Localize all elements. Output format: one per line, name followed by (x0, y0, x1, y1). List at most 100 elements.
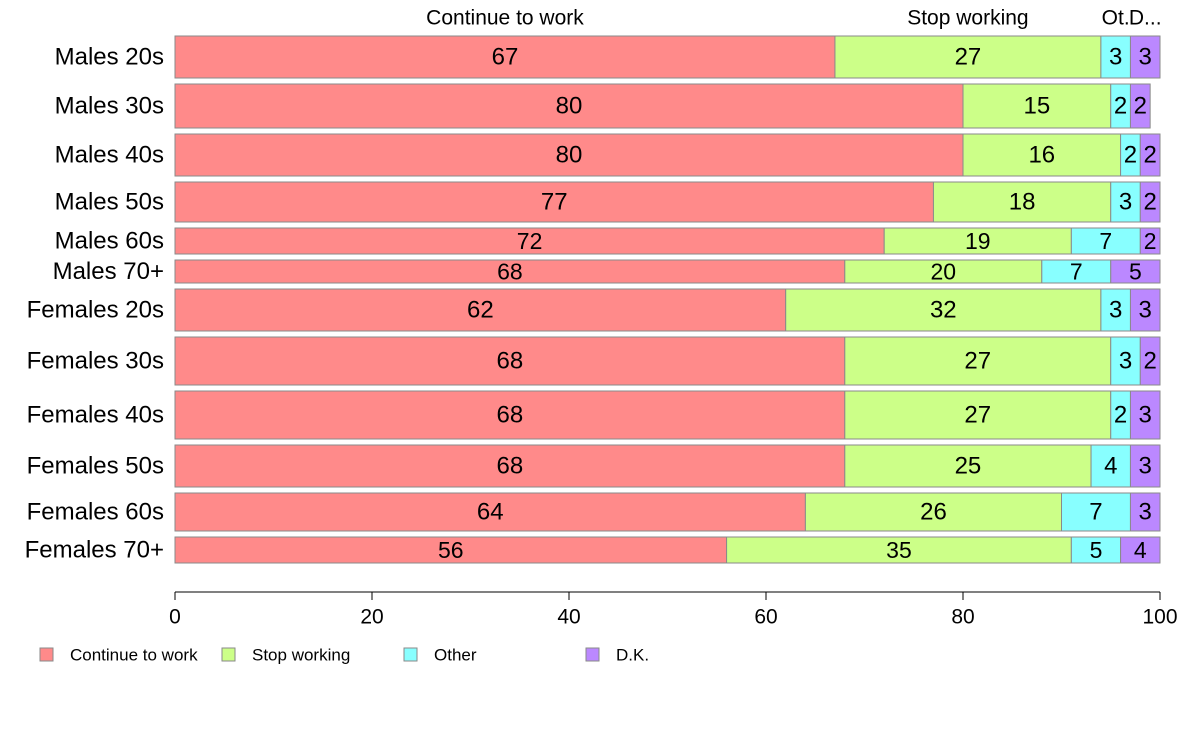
data-label: 68 (497, 402, 524, 429)
data-label: 80 (556, 142, 583, 169)
x-axis: 0 20 40 60 80 100 (169, 591, 1178, 629)
data-label: 18 (1009, 189, 1036, 216)
bar-segment (1070, 227, 1141, 255)
bar-segment (834, 35, 1102, 79)
data-label: 2 (1114, 402, 1127, 429)
data-label: 20 (931, 259, 957, 285)
bar-row: 68 20 7 5 (174, 259, 1161, 285)
category-label: Males 30s (55, 93, 164, 120)
bar-row: 62 32 3 3 (174, 288, 1161, 332)
data-label: 2 (1144, 228, 1157, 254)
bar-segment (1139, 181, 1161, 223)
bar-row: 72 19 7 2 (174, 227, 1161, 255)
data-label: 3 (1139, 297, 1152, 324)
data-label: 32 (930, 297, 957, 324)
bar-segment (1090, 444, 1131, 488)
legend-label: D.K. (616, 646, 649, 665)
column-header-label: D... (1129, 7, 1162, 30)
bar-segment (844, 336, 1112, 386)
bar-segment (932, 181, 1112, 223)
data-label: 72 (517, 228, 543, 254)
data-label: 7 (1099, 228, 1112, 254)
bar-segment (174, 133, 964, 177)
legend-label: Stop working (252, 646, 350, 665)
data-label: 15 (1024, 93, 1051, 120)
data-label: 2 (1143, 142, 1156, 169)
legend-label: Continue to work (70, 646, 198, 665)
bar-segment (883, 227, 1072, 255)
data-label: 3 (1139, 453, 1152, 480)
column-header-labels: Continue to work Stop working Ot. D... (426, 7, 1161, 30)
bar-segment (1129, 83, 1151, 129)
bar-row: 77 18 3 2 (174, 181, 1161, 223)
legend-swatch (39, 647, 54, 662)
bar-segment (174, 227, 885, 255)
bar-segment (174, 536, 728, 564)
bar-segment (1129, 35, 1161, 79)
category-label: Females 30s (27, 348, 164, 375)
bar-segment (1139, 133, 1161, 177)
bar-segment (844, 390, 1112, 440)
legend-item: Stop working (221, 646, 350, 665)
bars: 67 27 3 380 15 2 280 16 2 277 18 3 272 19 7 268 20 7 562 32… (174, 35, 1161, 564)
data-label: 56 (438, 537, 464, 563)
bar-segment (1120, 536, 1161, 564)
x-tick-label: 80 (951, 606, 974, 629)
data-label: 68 (497, 259, 523, 285)
data-label: 3 (1139, 499, 1152, 526)
data-label: 3 (1109, 297, 1122, 324)
bar-row: 80 15 2 2 (174, 83, 1151, 129)
bar-segment (1100, 35, 1131, 79)
legend-swatch (403, 647, 418, 662)
data-label: 2 (1114, 93, 1127, 120)
data-label: 3 (1139, 402, 1152, 429)
data-label: 77 (541, 189, 568, 216)
data-label: 3 (1119, 189, 1132, 216)
category-label: Females 60s (27, 499, 164, 526)
x-tick-label: 20 (360, 606, 383, 629)
category-label: Females 40s (27, 402, 164, 429)
column-header-label: Stop working (907, 7, 1028, 30)
data-label: 64 (477, 499, 504, 526)
bar-segment (1110, 259, 1161, 284)
bar-segment (174, 492, 806, 532)
bar-segment (174, 390, 846, 440)
bar-segment (1061, 492, 1131, 532)
x-tick-label: 0 (169, 606, 181, 629)
bar-segment (1110, 181, 1141, 223)
data-label: 7 (1089, 499, 1102, 526)
bar-segment (785, 288, 1102, 332)
data-label: 3 (1139, 44, 1152, 71)
data-label: 80 (556, 93, 583, 120)
bar-row: 68 25 4 3 (174, 444, 1161, 488)
bar-segment (174, 336, 846, 386)
data-label: 27 (964, 402, 991, 429)
column-header-label: Continue to work (426, 7, 584, 30)
bar-row: 64 26 7 3 (174, 492, 1161, 532)
data-label: 7 (1070, 259, 1083, 285)
data-label: 5 (1090, 537, 1103, 563)
data-label: 2 (1134, 93, 1147, 120)
bar-row: 68 27 2 3 (174, 390, 1161, 440)
x-tick-label: 40 (557, 606, 580, 629)
bar-row: 80 16 2 2 (174, 133, 1161, 177)
data-label: 25 (955, 453, 982, 480)
bar-segment (1139, 336, 1161, 386)
data-label: 3 (1109, 44, 1122, 71)
data-label: 26 (920, 499, 947, 526)
data-label: 19 (965, 228, 991, 254)
legend: Continue to work Stop working Other D.K. (39, 646, 649, 665)
bar-segment (174, 181, 934, 223)
category-label: Females 50s (27, 453, 164, 480)
bar-segment (174, 83, 964, 129)
category-label: Males 60s (55, 228, 164, 255)
data-label: 16 (1028, 142, 1055, 169)
column-header-label: Ot. (1102, 7, 1130, 30)
data-label: 2 (1124, 142, 1137, 169)
bar-segment (1129, 390, 1161, 440)
bar-segment (1070, 536, 1122, 564)
category-label: Females 70+ (25, 537, 164, 564)
y-axis-labels: Males 20s Males 30s Males 40s Males 50s Male… (25, 44, 164, 564)
bar-segment (726, 536, 1072, 564)
bar-segment (174, 35, 836, 79)
